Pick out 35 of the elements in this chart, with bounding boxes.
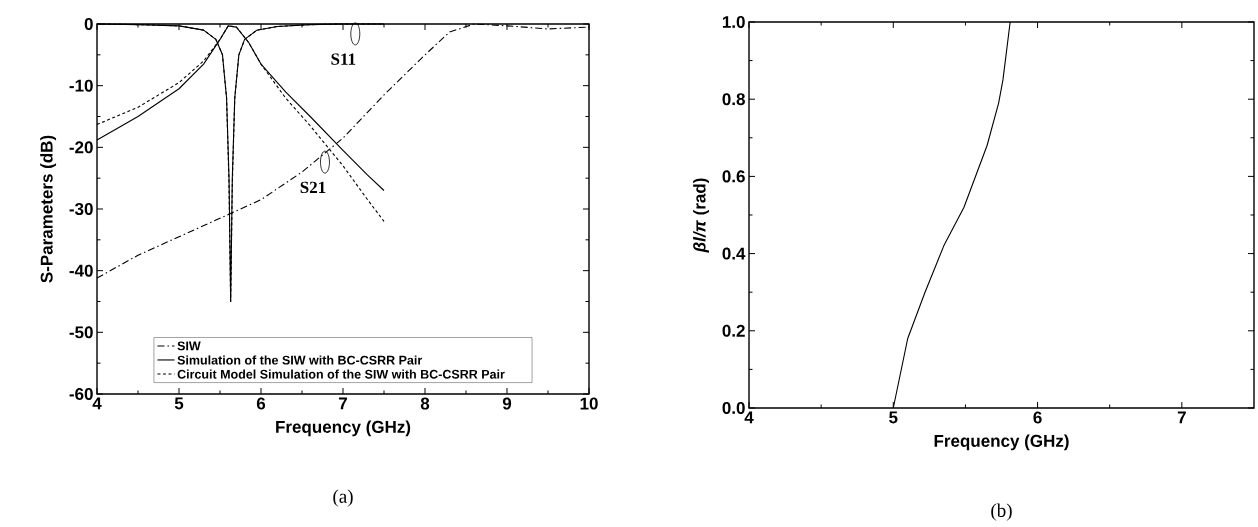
y-tick-label: 0.8 xyxy=(722,93,745,106)
y-tick-label: 0.6 xyxy=(722,170,745,183)
x-tick-label: 10 xyxy=(580,397,598,410)
y-tick-label: 1.0 xyxy=(722,15,745,29)
y-tick-label: -60 xyxy=(69,387,93,401)
y-tick-label: 0.0 xyxy=(722,401,745,415)
y-tick-label: -20 xyxy=(69,141,93,154)
x-tick-label: 5 xyxy=(889,411,898,424)
x-tick-label: 8 xyxy=(420,397,430,410)
x-tick-label: 6 xyxy=(256,397,266,410)
y-tick-label: -30 xyxy=(69,202,93,216)
y-axis-title: S-Parameters (dB) xyxy=(40,135,57,283)
x-tick-label: 5 xyxy=(174,397,184,410)
y-tick-label: -10 xyxy=(69,79,93,92)
annotation: S11 xyxy=(331,53,356,65)
y-tick-label: 0 xyxy=(84,17,93,31)
y-tick-label: -50 xyxy=(69,326,93,339)
y-tick-label: 0.4 xyxy=(722,247,746,260)
y-axis-title: βl/π (rad) xyxy=(693,178,709,253)
x-axis-title: Frequency (GHz) xyxy=(276,420,411,437)
x-tick-label: 4 xyxy=(92,397,102,410)
text: (b) xyxy=(991,503,1012,521)
x-tick-label: 7 xyxy=(339,397,347,410)
x-tick-label: 9 xyxy=(502,397,512,410)
legend-label: Circuit Model Simulation of the SIW with BC-CSRR Pair xyxy=(177,369,505,379)
x-tick-label: 6 xyxy=(1033,411,1042,424)
legend-label: SIW xyxy=(177,341,201,351)
x-tick-label: 4 xyxy=(744,411,754,424)
text: (a) xyxy=(333,489,353,507)
y-tick-label: 0.2 xyxy=(722,324,745,337)
legend-label: Simulation of the SIW with BC-CSRR Pair xyxy=(177,355,423,365)
x-axis-title: Frequency (GHz) xyxy=(934,434,1069,451)
annotation: S21 xyxy=(300,181,326,194)
x-tick-label: 7 xyxy=(1177,411,1186,424)
y-tick-label: -40 xyxy=(69,264,93,277)
